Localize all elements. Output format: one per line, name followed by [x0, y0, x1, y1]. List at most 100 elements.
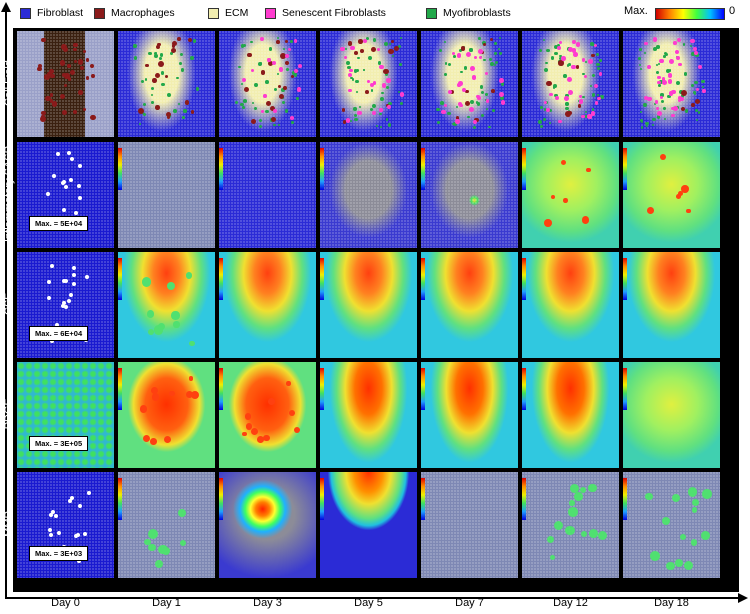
myofibroblast [473, 125, 477, 129]
simulation-tile [522, 362, 619, 468]
tile-colorbar [118, 258, 122, 300]
open-cell [60, 304, 65, 309]
open-cell [57, 530, 62, 535]
open-cell [77, 163, 82, 168]
row-label: MMP [3, 511, 15, 537]
myofibroblast [283, 47, 286, 50]
macrophage [146, 63, 150, 68]
green-blob [666, 561, 675, 570]
myofibroblast [483, 58, 486, 62]
green-blob [142, 277, 152, 287]
myofibroblast [660, 99, 665, 103]
senescent-cell [500, 100, 506, 105]
senescent-cell [561, 56, 567, 62]
column-label: Day 18 [654, 597, 689, 609]
myofibroblast [250, 40, 254, 44]
myofibroblast [566, 64, 570, 67]
macrophage [155, 105, 160, 110]
macrophage [277, 84, 281, 88]
macrophage [172, 44, 176, 48]
senescent-cell [667, 72, 673, 78]
senescent-cell [702, 88, 706, 93]
myofibroblast [640, 125, 644, 129]
macrophage [282, 85, 287, 90]
hotspot [288, 409, 295, 416]
macrophage [67, 64, 71, 68]
senescent-cell [692, 46, 698, 52]
myofibroblast [356, 91, 359, 94]
macrophage [62, 110, 67, 115]
macrophage [190, 110, 195, 114]
senescent-cell [345, 118, 351, 124]
myofibroblast [438, 48, 443, 53]
myofibroblast [538, 48, 542, 52]
myofibroblast [161, 82, 165, 87]
green-blob [569, 484, 579, 493]
green-blob [645, 492, 653, 501]
myofibroblast [350, 77, 353, 80]
green-blob [568, 507, 578, 517]
myofibroblast [683, 43, 686, 46]
hotspot [286, 381, 291, 386]
myofibroblast [655, 63, 659, 66]
myofibroblast [665, 68, 670, 73]
x-axis-arrowhead [738, 593, 748, 603]
colorbar-min-label: 0 [729, 5, 736, 17]
myofibroblast [133, 55, 138, 60]
open-cell [62, 207, 67, 212]
senescent-cell [251, 68, 255, 72]
myofibroblast [243, 99, 248, 104]
macrophage [41, 114, 46, 119]
myofibroblast [645, 121, 649, 125]
myofibroblast [554, 93, 558, 98]
simulation-tile [219, 31, 316, 137]
myofibroblast [683, 72, 688, 76]
senescent-cell [478, 49, 484, 54]
hotspot [560, 159, 567, 166]
myofibroblast [592, 73, 596, 77]
row-label: Cell Field [3, 60, 15, 106]
macrophage [359, 49, 364, 54]
myofibroblast [539, 124, 544, 128]
senescent-cell [568, 47, 574, 53]
myofibroblast [195, 86, 200, 91]
myofibroblast [485, 93, 488, 96]
myofibroblast [251, 102, 254, 105]
macrophage [176, 37, 181, 41]
myofibroblast [665, 52, 669, 56]
max-value-label: Max. = 5E+04 [29, 216, 89, 231]
green-blob [573, 491, 583, 501]
senescent-cell [558, 120, 562, 124]
legend-swatch [94, 7, 105, 19]
senescent-cell [399, 92, 405, 97]
senescent-cell [461, 87, 466, 92]
myofibroblast [459, 70, 463, 74]
macrophage [45, 96, 51, 102]
myofibroblast [595, 52, 599, 56]
myofibroblast [268, 46, 273, 51]
myofibroblast [357, 57, 360, 60]
open-cell [78, 503, 83, 508]
myofibroblast [658, 84, 661, 87]
myofibroblast [154, 51, 157, 54]
myofibroblast [456, 105, 459, 108]
macrophage [82, 107, 87, 112]
senescent-cell [485, 99, 490, 104]
myofibroblast [276, 36, 280, 40]
green-blob [549, 554, 555, 560]
macrophage [354, 51, 359, 56]
simulation-tile [421, 31, 518, 137]
macrophage [67, 77, 72, 81]
myofibroblast [485, 107, 488, 110]
myofibroblast [479, 85, 484, 89]
myofibroblast [498, 37, 501, 40]
simulation-tile: Max. = 3E+05 [17, 362, 114, 468]
myofibroblast [353, 107, 357, 111]
macrophage [247, 52, 252, 57]
myofibroblast [639, 119, 643, 123]
hotspot [190, 390, 199, 399]
open-cell [52, 174, 57, 179]
y-axis-arrow [5, 10, 7, 598]
open-cell [82, 531, 87, 536]
myofibroblast [356, 69, 359, 72]
